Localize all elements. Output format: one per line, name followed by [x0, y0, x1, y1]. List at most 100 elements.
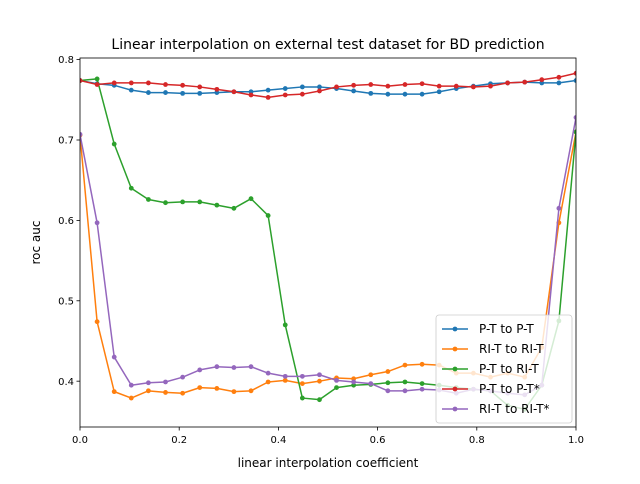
- data-point: [385, 83, 391, 89]
- data-point: [402, 388, 408, 394]
- data-point: [368, 381, 374, 386]
- data-point: [488, 83, 493, 89]
- x-tick-label: 0.8: [469, 435, 485, 446]
- data-point: [351, 82, 357, 88]
- data-point: [214, 202, 220, 208]
- data-point: [111, 80, 117, 86]
- data-point: [385, 388, 391, 394]
- axis-ticks: 0.0 0.2 0.4 0.6 0.8 1.0 0.4 0.5 0.6 0.7 0.8: [58, 55, 584, 446]
- data-point: [334, 84, 339, 90]
- data-point: [402, 82, 408, 87]
- data-point: [419, 91, 425, 97]
- data-point: [180, 82, 186, 88]
- data-point: [282, 377, 288, 383]
- data-point: [573, 115, 576, 120]
- legend-label: P-T to RI-T: [479, 362, 539, 376]
- data-point: [368, 372, 374, 378]
- legend-item: P-T to RI-T: [442, 362, 539, 376]
- data-point: [231, 365, 237, 370]
- data-point: [470, 84, 476, 90]
- y-tick-label: 0.4: [58, 377, 74, 388]
- data-point: [248, 388, 254, 394]
- data-point: [368, 82, 374, 87]
- data-point: [197, 84, 203, 90]
- data-point: [556, 205, 562, 211]
- data-point: [94, 82, 100, 87]
- data-point: [197, 385, 203, 391]
- data-point: [317, 372, 322, 378]
- data-point: [128, 395, 134, 401]
- y-tick-label: 0.7: [58, 136, 74, 147]
- data-point: [197, 90, 203, 96]
- data-point: [94, 76, 100, 82]
- data-point: [334, 377, 339, 383]
- data-point: [111, 389, 117, 395]
- data-point: [214, 386, 220, 391]
- data-point: [146, 388, 151, 394]
- data-point: [453, 83, 459, 89]
- data-point: [80, 78, 83, 83]
- data-point: [556, 80, 562, 86]
- data-point: [80, 131, 83, 137]
- data-point: [163, 200, 168, 206]
- data-point: [385, 380, 391, 386]
- data-point: [436, 83, 442, 89]
- data-point: [522, 79, 528, 85]
- series-line: [80, 72, 576, 99]
- data-point: [248, 92, 254, 98]
- y-tick-label: 0.6: [58, 216, 74, 227]
- data-point: [265, 379, 271, 385]
- data-point: [214, 364, 220, 370]
- data-point: [146, 380, 151, 386]
- legend-item: RI-T to RI-T*: [442, 402, 550, 416]
- data-point: [334, 385, 339, 391]
- data-point: [180, 199, 186, 205]
- data-point: [436, 89, 442, 95]
- data-point: [231, 389, 237, 395]
- data-point: [419, 81, 425, 87]
- data-point: [248, 196, 254, 202]
- x-tick-label: 0.0: [72, 435, 88, 446]
- x-tick-label: 0.4: [270, 435, 286, 446]
- data-point: [317, 397, 322, 403]
- y-axis-label: roc auc: [29, 221, 43, 265]
- data-point: [385, 369, 391, 374]
- data-point: [163, 90, 168, 95]
- data-point: [505, 80, 510, 86]
- data-point: [180, 90, 186, 96]
- data-point: [248, 364, 254, 370]
- data-point: [282, 373, 288, 379]
- data-point: [94, 319, 100, 325]
- x-tick-label: 1.0: [568, 435, 584, 446]
- data-point: [351, 88, 357, 94]
- data-point: [299, 395, 305, 401]
- x-tick-label: 0.2: [171, 435, 187, 446]
- data-point: [351, 379, 357, 385]
- y-tick-label: 0.8: [58, 55, 74, 66]
- data-point: [146, 90, 151, 95]
- x-axis-label: linear interpolation coefficient: [238, 456, 419, 470]
- series-4: [80, 70, 576, 100]
- data-point: [128, 87, 134, 93]
- data-point: [282, 86, 288, 91]
- data-point: [197, 199, 203, 205]
- data-point: [180, 374, 186, 380]
- data-point: [163, 390, 168, 395]
- legend-swatch-marker: [452, 366, 458, 372]
- legend-swatch-marker: [452, 386, 458, 392]
- legend-item: RI-T to RI-T: [442, 342, 544, 356]
- data-point: [299, 84, 305, 90]
- data-point: [368, 90, 374, 96]
- data-point: [146, 197, 151, 202]
- x-tick-label: 0.6: [370, 435, 386, 446]
- data-point: [111, 354, 117, 360]
- legend-label: P-T to P-T*: [479, 382, 540, 396]
- series-line: [80, 79, 576, 95]
- data-point: [556, 74, 562, 80]
- data-point: [282, 322, 288, 328]
- data-point: [214, 86, 220, 92]
- data-point: [265, 87, 271, 93]
- data-point: [265, 94, 271, 100]
- data-point: [94, 220, 100, 226]
